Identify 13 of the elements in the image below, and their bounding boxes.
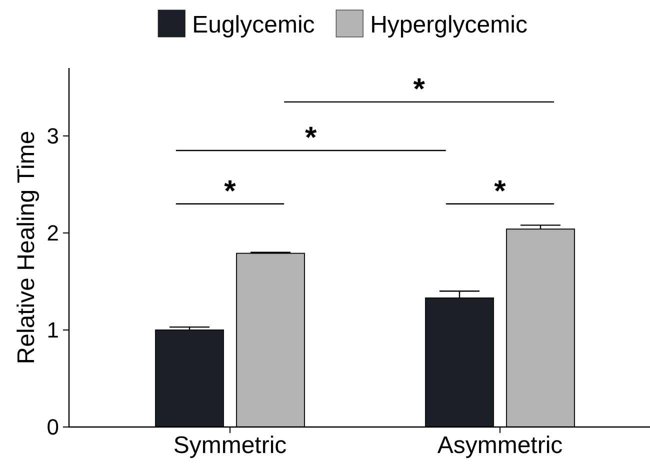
y-axis-title: Relative Healing Time bbox=[13, 130, 40, 364]
x-tick-label: Symmetric bbox=[173, 432, 287, 459]
legend-label: Hyperglycemic bbox=[370, 11, 528, 38]
annotation: * bbox=[305, 121, 318, 154]
legend-label: Euglycemic bbox=[192, 11, 315, 38]
annotation: * bbox=[494, 174, 506, 208]
y-tick-label: 2 bbox=[46, 220, 59, 246]
y-tick-label: 1 bbox=[46, 318, 59, 343]
x-tick-label: Asymmetric bbox=[437, 432, 563, 459]
y-tick-label: 0 bbox=[46, 414, 59, 440]
annotation: * bbox=[224, 174, 236, 208]
y-tick-label: 3 bbox=[46, 124, 59, 149]
annotation: * bbox=[413, 72, 426, 106]
